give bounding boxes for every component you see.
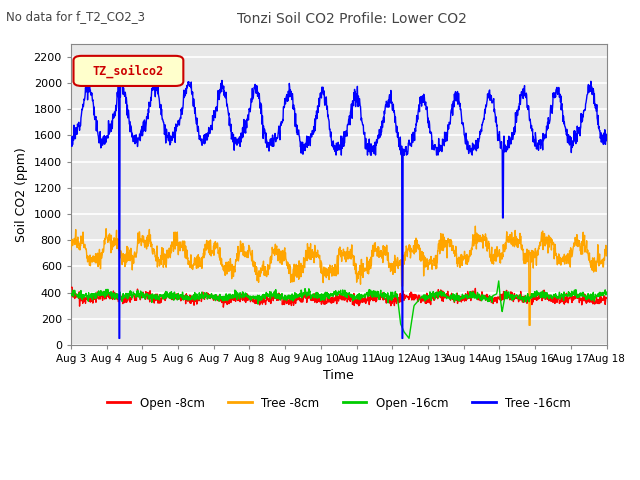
Text: TZ_soilco2: TZ_soilco2 (93, 64, 164, 78)
Legend: Open -8cm, Tree -8cm, Open -16cm, Tree -16cm: Open -8cm, Tree -8cm, Open -16cm, Tree -… (102, 392, 575, 414)
Text: No data for f_T2_CO2_3: No data for f_T2_CO2_3 (6, 10, 145, 23)
Y-axis label: Soil CO2 (ppm): Soil CO2 (ppm) (15, 147, 28, 242)
FancyBboxPatch shape (74, 56, 183, 86)
X-axis label: Time: Time (323, 370, 354, 383)
Text: Tonzi Soil CO2 Profile: Lower CO2: Tonzi Soil CO2 Profile: Lower CO2 (237, 12, 467, 26)
